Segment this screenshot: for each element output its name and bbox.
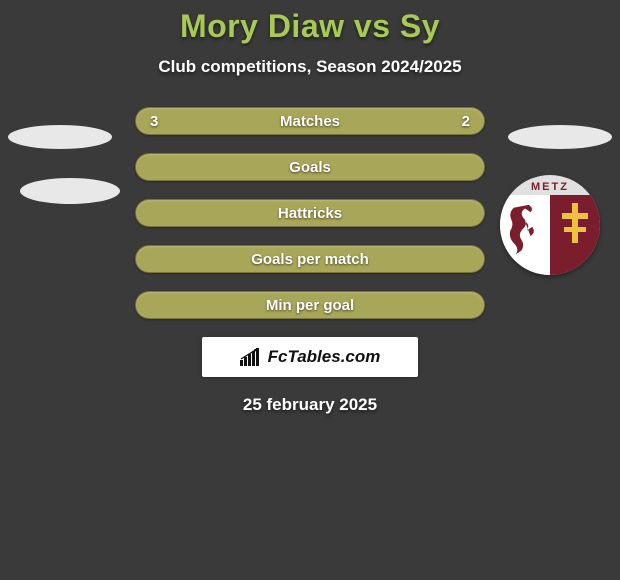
stat-bar-goals-per-match: Goals per match xyxy=(135,245,485,273)
date-text: 25 february 2025 xyxy=(0,395,620,415)
page-subtitle: Club competitions, Season 2024/2025 xyxy=(0,57,620,77)
bar-chart-icon xyxy=(240,348,262,366)
stat-label: Matches xyxy=(280,113,340,130)
stat-right-value: 2 xyxy=(462,113,470,130)
stat-label: Goals xyxy=(289,159,331,176)
dragon-icon xyxy=(506,203,544,258)
infographic-container: Mory Diaw vs Sy Club competitions, Seaso… xyxy=(0,0,620,415)
stat-bar-min-per-goal: Min per goal xyxy=(135,291,485,319)
player-left-placeholder-1 xyxy=(8,125,112,149)
stat-label: Min per goal xyxy=(266,297,354,314)
stat-bar-matches: 3 Matches 2 xyxy=(135,107,485,135)
page-title: Mory Diaw vs Sy xyxy=(0,8,620,45)
fctables-logo: FcTables.com xyxy=(202,337,418,377)
stat-bar-hattricks: Hattricks xyxy=(135,199,485,227)
logo-text: FcTables.com xyxy=(240,347,381,367)
stat-bar-goals: Goals xyxy=(135,153,485,181)
logo-label: FcTables.com xyxy=(268,347,381,367)
stat-left-value: 3 xyxy=(150,113,158,130)
club-badge-metz: METZ xyxy=(500,175,600,275)
stat-label: Goals per match xyxy=(251,251,369,268)
club-badge-label: METZ xyxy=(531,181,569,193)
stat-label: Hattricks xyxy=(278,205,342,222)
player-left-placeholder-2 xyxy=(20,178,120,204)
cross-icon xyxy=(562,203,588,243)
player-right-placeholder-1 xyxy=(508,125,612,149)
